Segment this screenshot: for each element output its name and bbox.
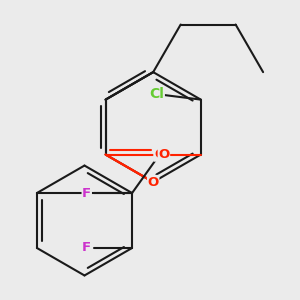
Text: Cl: Cl <box>149 87 164 101</box>
Text: F: F <box>82 242 91 254</box>
Text: F: F <box>82 187 91 200</box>
Text: O: O <box>158 148 169 161</box>
Text: O: O <box>148 176 159 188</box>
Text: O: O <box>154 148 165 161</box>
